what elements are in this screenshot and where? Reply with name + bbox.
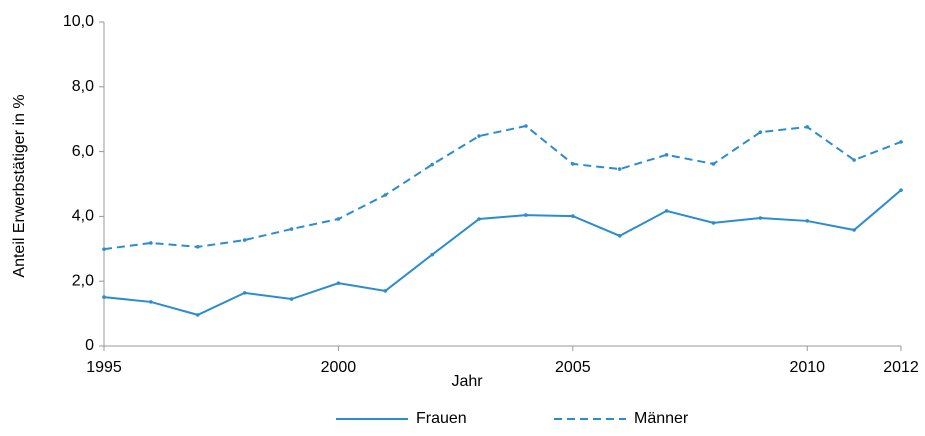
point (430, 162, 434, 167)
point (524, 213, 528, 217)
y-axis-label: Anteil Erwerbstätiger in % (11, 94, 28, 277)
y-tick-label: 8,0 (72, 78, 94, 95)
point (571, 162, 575, 166)
point (430, 252, 434, 257)
x-tick-label: 2012 (883, 359, 919, 376)
point (477, 134, 481, 138)
x-axis-label: Jahr (451, 373, 483, 390)
point (102, 295, 106, 299)
x-tick-label: 2005 (555, 359, 591, 376)
point (289, 297, 294, 301)
point (664, 153, 669, 157)
point (289, 227, 294, 231)
point (571, 214, 575, 218)
point (758, 130, 763, 134)
y-tick-label: 0 (85, 337, 94, 354)
series-line (103, 189, 902, 316)
point (102, 247, 106, 251)
point (852, 228, 856, 232)
point (242, 291, 247, 295)
x-tick-label: 2000 (321, 359, 357, 376)
point (711, 162, 716, 166)
point (899, 188, 903, 192)
point (336, 281, 341, 285)
point (617, 234, 622, 238)
legend-label: Frauen (416, 410, 467, 427)
point (899, 140, 903, 144)
point (149, 300, 153, 304)
point (195, 245, 200, 249)
point (805, 125, 810, 129)
point (617, 167, 622, 171)
point (336, 217, 341, 221)
point (758, 216, 763, 220)
y-tick-label: 4,0 (72, 208, 94, 225)
point (383, 193, 388, 197)
x-tick-label: 1995 (86, 359, 122, 376)
point (664, 209, 669, 213)
point (383, 289, 388, 293)
x-tick-label: 2010 (789, 359, 825, 376)
point (477, 217, 481, 221)
point (711, 221, 716, 225)
series-line (103, 124, 902, 251)
legend-label: Männer (634, 410, 689, 427)
point (805, 219, 810, 223)
point (195, 313, 200, 317)
y-tick-label: 2,0 (72, 272, 94, 289)
point (852, 158, 856, 162)
point (149, 241, 153, 245)
point (242, 238, 247, 242)
y-tick-label: 10,0 (63, 13, 94, 30)
y-tick-label: 6,0 (72, 143, 94, 160)
point (524, 124, 528, 128)
